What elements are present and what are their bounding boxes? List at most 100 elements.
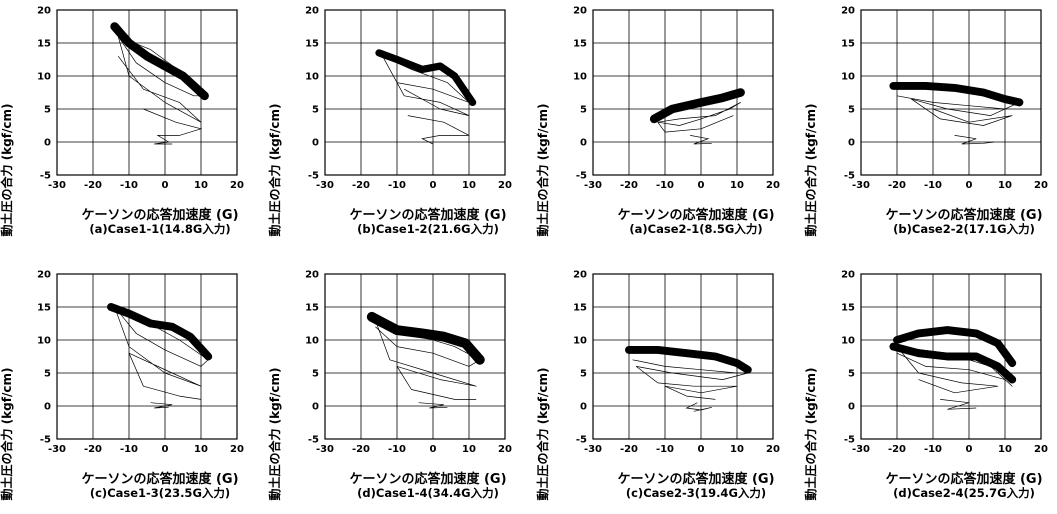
x-tick-label: 20 [1034,180,1048,191]
plot-frame [56,273,238,440]
y-tick-label: 15 [37,303,51,314]
x-tick-label: -10 [924,180,942,191]
dense-cycle-band [107,303,213,361]
plot-area: -30 -20 -10 0 10 20 -5 0 5 10 15 20 [573,6,780,192]
x-tick-label: -30 [48,180,66,191]
chart-panel-7: -30 -20 -10 0 10 20 -5 0 5 10 15 20 動土圧の合力 (kgf/cm)… [536,264,786,509]
x-tick-label: 0 [966,444,973,455]
y-tick-label: 0 [312,402,319,413]
x-tick-label: 10 [462,444,476,455]
dense-cycle-band [366,311,485,365]
initial-trace [954,135,995,145]
y-axis-label: 動土圧の合力 (kgf/cm) [536,103,550,237]
y-axis-label: 動土圧の合力 (kgf/cm) [536,367,550,501]
y-tick-label: -5 [40,171,51,182]
x-tick-label: 10 [998,444,1012,455]
chart-panel-5: -30 -20 -10 0 10 20 -5 0 5 10 15 20 動土圧の合力 (kgf/cm)… [0,264,250,509]
chart-caption: (c)Case1-3(23.5G入力) [89,486,231,500]
x-tick-label: -20 [620,444,638,455]
x-tick-label: -10 [388,180,406,191]
x-tick-label: -30 [584,444,602,455]
x-tick-label: 10 [462,180,476,191]
y-axis-label: 動土圧の合力 (kgf/cm) [0,367,14,501]
y-tick-label: 5 [580,105,587,116]
chart-panel-6: -30 -20 -10 0 10 20 -5 0 5 10 15 20 動土圧の合力 (kgf/cm)… [268,264,518,509]
x-tick-label: -10 [388,444,406,455]
initial-trace [143,108,203,145]
x-tick-label: 10 [998,180,1012,191]
plot-area: -30 -20 -10 0 10 20 -5 0 5 10 15 20 [305,270,512,456]
hysteresis-loop [632,359,749,400]
plot-area: -30 -20 -10 0 10 20 -5 0 5 10 15 20 [37,270,244,456]
chart-caption: (b)Case1-2(21.6G入力) [357,222,499,236]
plot-frame [56,9,238,176]
x-tick-label: -20 [888,444,906,455]
x-tick-label: 0 [430,180,437,191]
y-tick-label: -5 [308,171,319,182]
x-tick-label: 10 [194,180,208,191]
plot-frame [860,273,1042,440]
y-tick-label: 15 [305,303,319,314]
x-tick-label: 20 [230,180,244,191]
chart-panel-4: -30 -20 -10 0 10 20 -5 0 5 10 15 20 動土圧の合力 (kgf/cm)… [804,0,1054,245]
x-tick-label: 10 [194,444,208,455]
y-tick-label: 10 [573,72,587,83]
plot-frame [324,9,506,176]
x-axis-label: ケーソンの応答加速度 (G) [349,472,507,487]
chart-caption: (b)Case2-2(17.1G入力) [893,222,1035,236]
x-tick-label: -20 [84,444,102,455]
y-tick-label: 15 [573,39,587,50]
y-axis-label: 動土圧の合力 (kgf/cm) [804,367,818,501]
y-tick-label: 20 [37,6,51,17]
x-tick-label: -10 [656,444,674,455]
x-axis-label: ケーソンの応答加速度 (G) [617,472,775,487]
chart-caption: (c)Case2-3(19.4G入力) [625,486,767,500]
x-tick-label: 20 [498,444,512,455]
y-tick-label: 10 [305,72,319,83]
hysteresis-loop [375,319,481,400]
x-tick-label: -10 [656,180,674,191]
y-tick-label: 5 [44,369,51,380]
x-tick-label: -20 [620,180,638,191]
initial-trace [690,135,712,145]
x-axis-label: ケーソンの応答加速度 (G) [349,208,507,223]
dense-cycle-band [889,81,1024,107]
initial-trace [150,402,173,409]
plot-area: -30 -20 -10 0 10 20 -5 0 5 10 15 20 [841,270,1048,456]
y-tick-label: -5 [576,435,587,446]
y-tick-label: 15 [305,39,319,50]
x-tick-label: -30 [584,180,602,191]
y-tick-label: -5 [844,171,855,182]
y-tick-label: -5 [844,435,855,446]
y-tick-label: 20 [573,6,587,17]
initial-trace [418,402,448,409]
x-tick-label: -20 [84,180,102,191]
x-tick-label: 0 [162,444,169,455]
y-tick-label: 10 [305,336,319,347]
y-tick-label: 15 [841,303,855,314]
y-tick-label: 0 [848,138,855,149]
x-tick-label: -10 [924,444,942,455]
y-tick-label: 5 [848,369,855,380]
x-tick-label: -20 [352,444,370,455]
dense-cycle-band [625,345,752,374]
y-tick-label: 0 [848,402,855,413]
x-tick-label: 10 [730,180,744,191]
x-tick-label: 0 [162,180,169,191]
plot-frame [324,273,506,440]
y-tick-label: 0 [312,138,319,149]
y-tick-label: 5 [580,369,587,380]
y-tick-label: 20 [841,6,855,17]
y-tick-label: -5 [40,435,51,446]
x-tick-label: -10 [120,180,138,191]
chart-caption: (d)Case2-4(25.7G入力) [893,486,1035,500]
x-tick-label: 20 [230,444,244,455]
plot-frame [592,9,774,176]
chart-panel-2: -30 -20 -10 0 10 20 -5 0 5 10 15 20 動土圧の合力 (kgf/cm)… [268,0,518,245]
chart-caption: (a)Case1-1(14.8G入力) [89,222,231,236]
hysteresis-loop [896,95,1020,126]
x-tick-label: 0 [430,444,437,455]
chart-panel-1: -30 -20 -10 0 10 20 -5 0 5 10 15 20 動土圧の合力 (kgf/cm)… [0,0,250,245]
y-tick-label: 15 [573,303,587,314]
